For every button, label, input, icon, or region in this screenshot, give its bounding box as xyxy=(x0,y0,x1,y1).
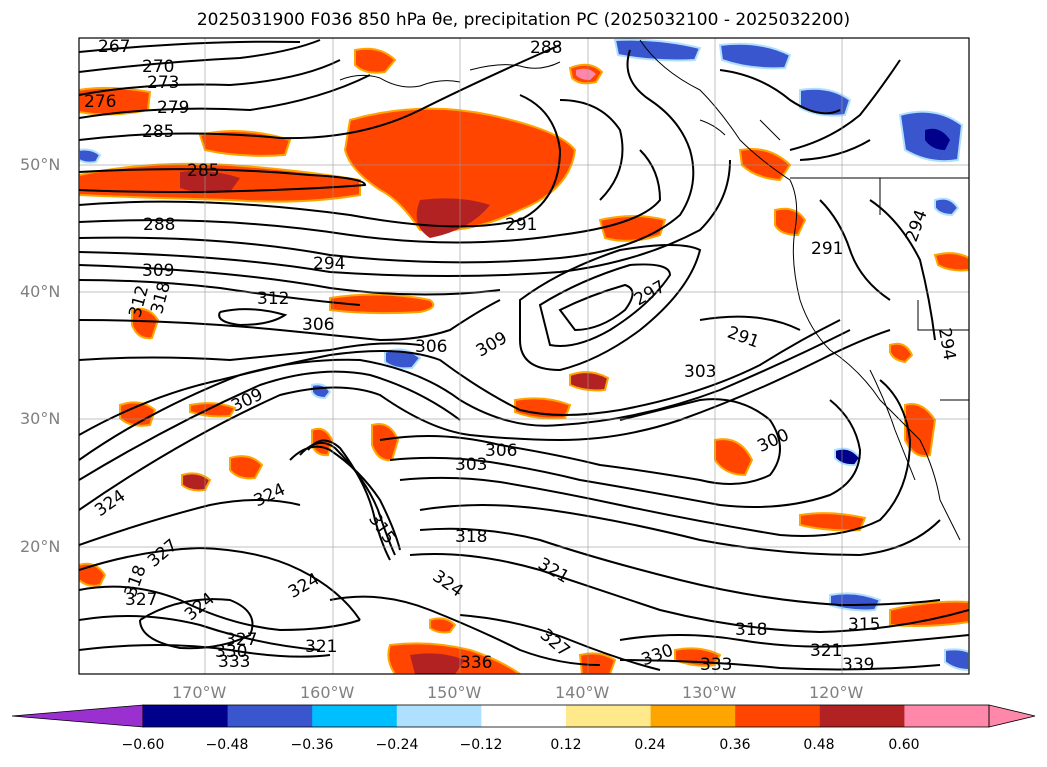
map-title: 2025031900 F036 850 hPa θe, precipitatio… xyxy=(0,10,1047,30)
colorbar-tick-label: −0.36 xyxy=(290,737,334,753)
contour-label: 285 xyxy=(187,161,219,181)
lat-label: 30°N xyxy=(20,409,61,428)
contour-label: 288 xyxy=(143,215,175,235)
colorbar-segment xyxy=(143,705,229,727)
colorbar-tick-label: −0.12 xyxy=(459,737,503,753)
colorbar xyxy=(11,704,1036,728)
contour-label: 291 xyxy=(811,239,843,259)
colorbar-segment xyxy=(566,705,652,727)
lon-label: 170°W xyxy=(172,683,227,702)
contour-label: 330 xyxy=(215,642,247,662)
gridlines xyxy=(79,38,969,674)
colorbar-segment xyxy=(650,705,736,727)
contour-label: 318 xyxy=(455,527,487,547)
contour-label: 327 xyxy=(125,590,157,610)
colorbar-segment xyxy=(819,705,905,727)
lon-label: 130°W xyxy=(682,683,737,702)
contour-label: 336 xyxy=(460,653,492,673)
contour-label: 273 xyxy=(147,73,179,93)
colorbar-tick-label: 0.24 xyxy=(634,737,666,753)
lon-label: 140°W xyxy=(555,683,610,702)
colorbar-tick-label: −0.48 xyxy=(205,737,249,753)
title-text: 2025031900 F036 850 hPa θe, precipitatio… xyxy=(196,10,851,30)
contour-label: 333 xyxy=(700,655,732,675)
contour-label: 321 xyxy=(305,637,337,657)
colorbar-tick-label: 0.60 xyxy=(888,737,920,753)
lat-label: 40°N xyxy=(20,282,61,301)
theta-e-contours xyxy=(79,39,969,671)
contour-label: 333 xyxy=(218,652,250,672)
contour-label: 294 xyxy=(313,254,345,274)
colorbar-min-extension xyxy=(11,704,144,728)
contour-label: 318 xyxy=(735,620,767,640)
contour-label: 303 xyxy=(455,455,487,475)
colorbar-tick-label: 0.12 xyxy=(550,737,582,753)
colorbar-segment xyxy=(312,705,398,727)
contour-label: 288 xyxy=(530,38,562,58)
colorbar-segment xyxy=(227,705,313,727)
contour-label: 327 xyxy=(225,630,257,650)
colorbar-segment xyxy=(481,705,567,727)
colorbar-tick-label: −0.60 xyxy=(121,737,165,753)
colorbar-segment xyxy=(904,705,990,727)
lat-label: 50°N xyxy=(20,155,61,174)
lon-label: 150°W xyxy=(427,683,482,702)
contour-label: 279 xyxy=(157,98,189,118)
contour-label: 306 xyxy=(415,337,447,357)
lon-label: 120°W xyxy=(809,683,864,702)
colorbar-tick-label: −0.24 xyxy=(375,737,419,753)
colorbar-tick-label: 0.48 xyxy=(803,737,835,753)
contour-label: 285 xyxy=(142,122,174,142)
colorbar-segment xyxy=(735,705,821,727)
political-borders xyxy=(790,177,969,401)
contour-label: 312 xyxy=(257,289,289,309)
contour-label: 306 xyxy=(485,441,517,461)
contour-label: 276 xyxy=(84,92,116,112)
contour-label: 303 xyxy=(684,362,716,382)
contour-label: 315 xyxy=(848,615,880,635)
colorbar-max-extension xyxy=(988,704,1036,728)
coastlines xyxy=(339,39,961,541)
map-frame xyxy=(78,37,970,675)
lon-label: 160°W xyxy=(300,683,355,702)
contour-label: 291 xyxy=(505,215,537,235)
precip-negative-shading xyxy=(79,38,969,672)
colorbar-tick-label: 0.36 xyxy=(719,737,751,753)
colorbar-segments xyxy=(143,705,990,727)
contour-label: 321 xyxy=(810,641,842,661)
contour-label: 267 xyxy=(98,37,130,57)
contour-label: 309 xyxy=(142,261,174,281)
colorbar-segment xyxy=(396,705,482,727)
lat-label: 20°N xyxy=(20,537,61,556)
contour-label: 270 xyxy=(142,57,174,77)
colorbar-frame xyxy=(142,704,990,728)
contour-label: 339 xyxy=(842,655,874,675)
contour-label: 306 xyxy=(302,315,334,335)
